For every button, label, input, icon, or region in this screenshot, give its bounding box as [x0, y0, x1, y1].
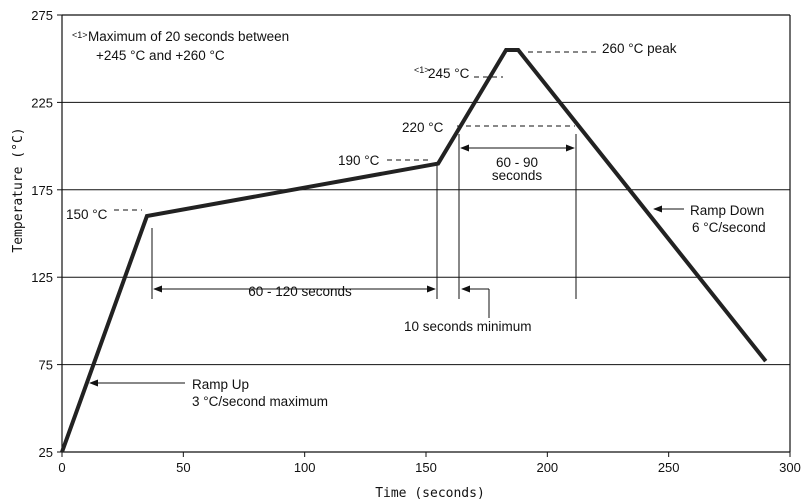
span-60-90-line1: 60 - 90 [496, 155, 538, 170]
x-tick-label: 250 [658, 460, 680, 475]
span-60-90-line2: seconds [492, 168, 543, 183]
x-tick-label: 0 [58, 460, 65, 475]
annotation-guides [89, 51, 684, 387]
tick-labels: 0 50 100 150 200 250 300 25 75 125 175 225 275 [31, 8, 801, 475]
note-marker: <1> [72, 30, 88, 40]
grid-lines [62, 101, 790, 366]
t245-marker: <1> [414, 65, 430, 75]
x-axis-title: Time (seconds) [375, 486, 485, 501]
ramp-up-line2: 3 °C/second maximum [192, 394, 328, 409]
reflow-profile-line [60, 47, 768, 453]
series-layer [60, 47, 768, 453]
ramp-down-line1: Ramp Down [690, 203, 764, 218]
x-tick-label: 200 [536, 460, 558, 475]
note-line-1: Maximum of 20 seconds between [88, 29, 289, 44]
t150-label: 150 °C [66, 207, 108, 222]
y-tick-label: 275 [31, 8, 53, 23]
span-60-120-label: 60 - 120 seconds [248, 284, 352, 299]
note-line-2: +245 °C and +260 °C [96, 48, 225, 63]
y-tick-label: 125 [31, 270, 53, 285]
ramp-up-line1: Ramp Up [192, 377, 249, 392]
ten-seconds-label: 10 seconds minimum [404, 319, 532, 334]
y-tick-label: 175 [31, 183, 53, 198]
peak-label: 260 °C peak [602, 41, 677, 56]
t245-label: 245 °C [428, 66, 470, 81]
y-axis-title: Temperature (°C) [11, 127, 26, 252]
ramp-down-line2: 6 °C/second [692, 220, 766, 235]
x-tick-label: 100 [294, 460, 316, 475]
x-tick-label: 150 [415, 460, 437, 475]
x-tick-label: 50 [176, 460, 190, 475]
y-tick-label: 25 [39, 445, 53, 460]
x-tick-label: 300 [779, 460, 801, 475]
y-tick-label: 225 [31, 95, 53, 110]
t190-label: 190 °C [338, 153, 380, 168]
y-tick-label: 75 [39, 358, 53, 373]
t220-label: 220 °C [402, 120, 444, 135]
axes [57, 14, 791, 457]
